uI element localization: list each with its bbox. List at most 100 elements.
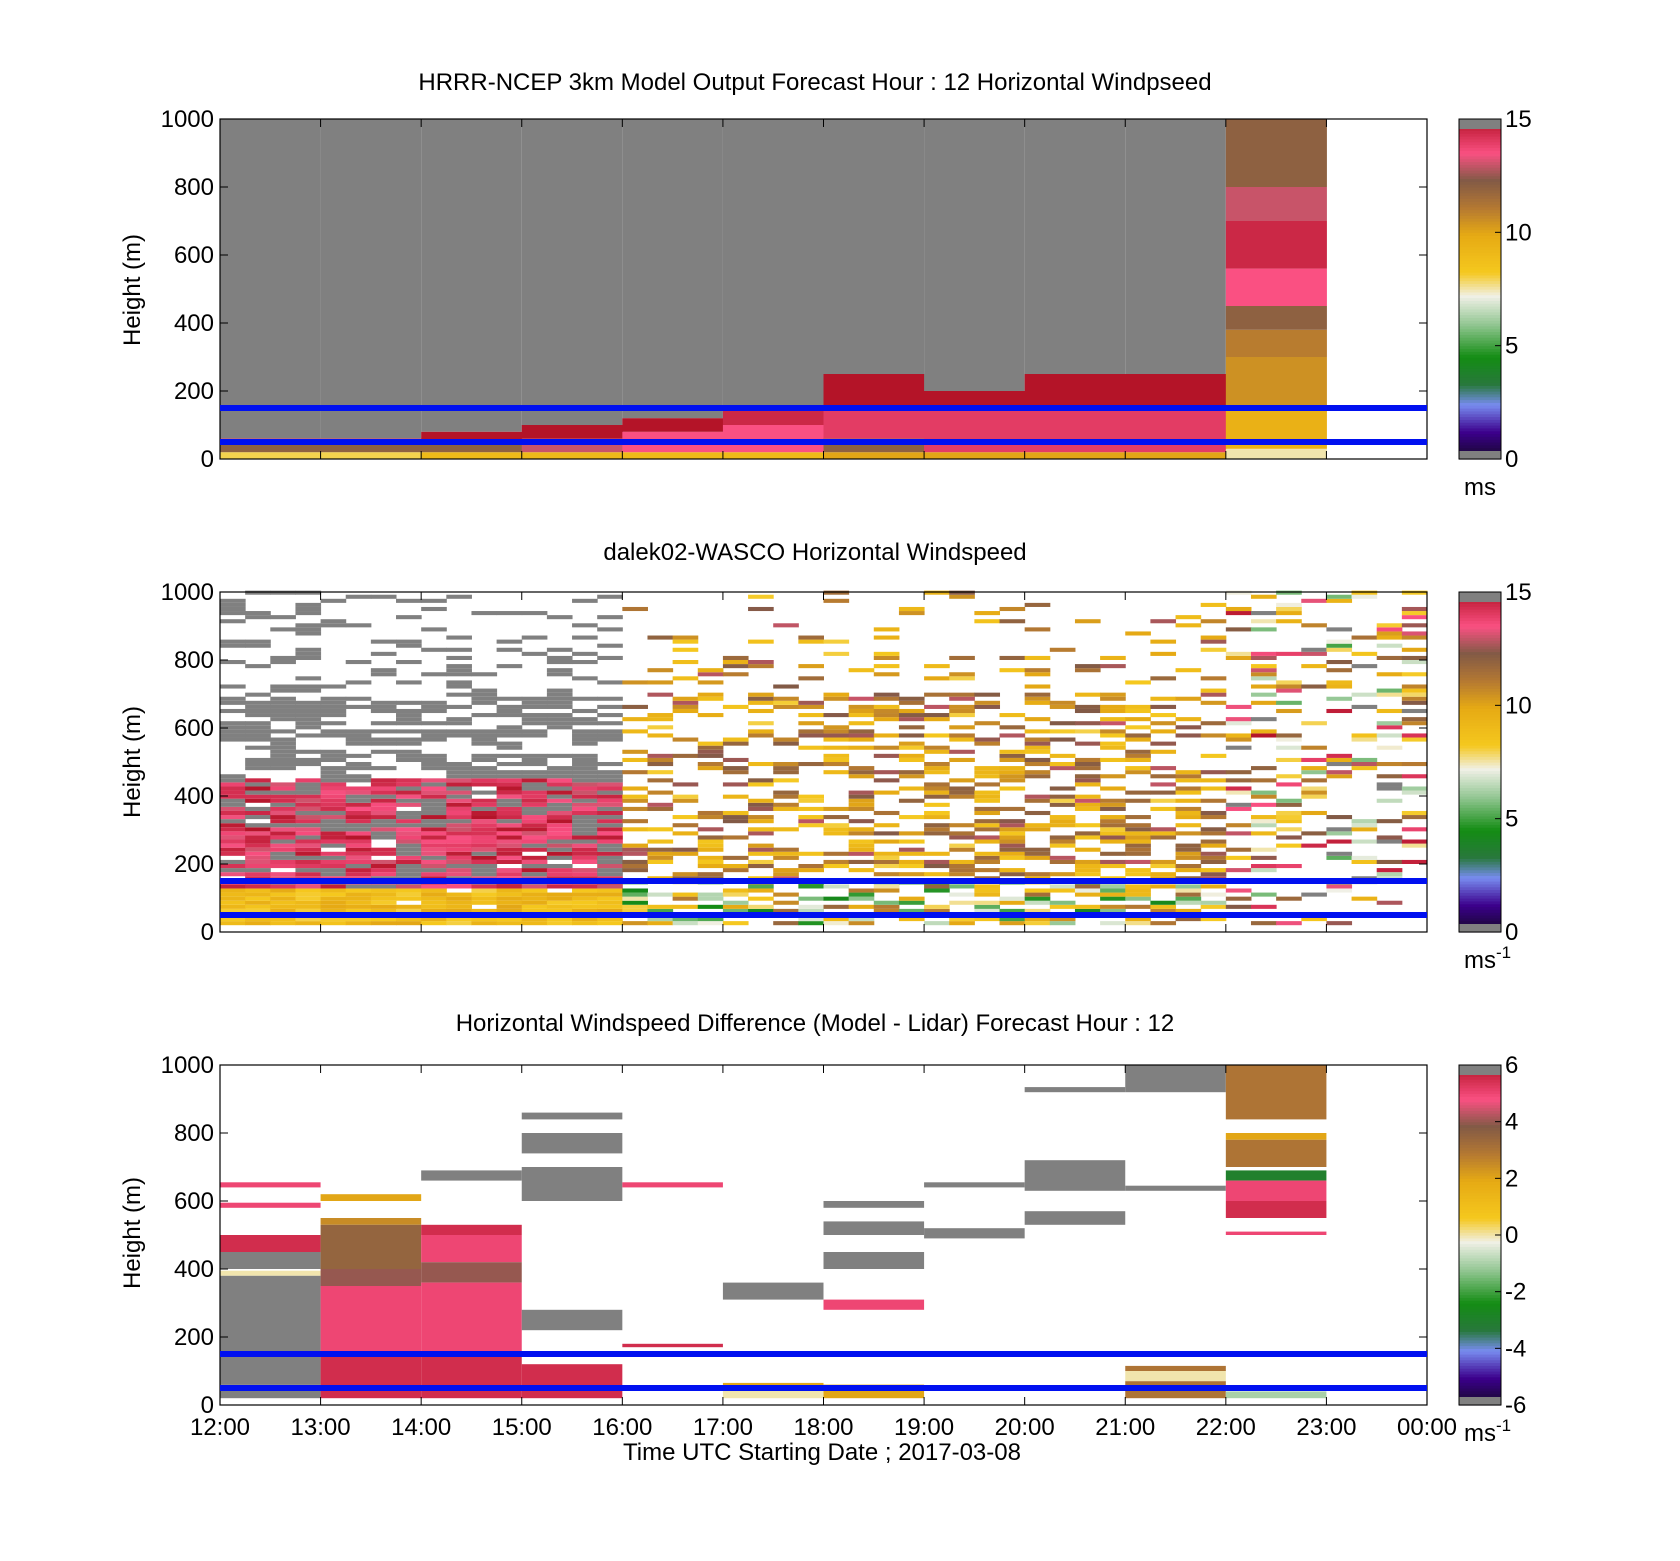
lidar-cell	[471, 819, 498, 824]
lidar-cell	[1049, 798, 1076, 803]
y-tick-label: 400	[174, 310, 214, 337]
lidar-cell	[622, 868, 648, 873]
lidar-cell	[572, 770, 598, 775]
lidar-cell	[546, 782, 573, 787]
lidar-cell	[245, 896, 271, 901]
lidar-cell	[471, 672, 498, 677]
lidar-cell	[471, 611, 498, 616]
lidar-cell	[999, 778, 1026, 783]
lidar-cell	[597, 921, 623, 926]
colorbar-swatch	[1459, 1084, 1501, 1089]
colorbar-swatch	[1459, 764, 1501, 769]
lidar-cell	[370, 700, 397, 705]
lidar-cell	[898, 847, 925, 852]
lidar-cell	[798, 868, 824, 873]
lidar-cell	[773, 623, 799, 628]
colorbar-over	[1459, 592, 1501, 602]
lidar-cell	[924, 692, 950, 697]
lidar-cell	[1074, 847, 1101, 852]
lidar-cell	[924, 831, 950, 836]
lidar-cell	[1326, 774, 1353, 779]
lidar-cell	[1326, 815, 1353, 820]
lidar-cell	[396, 708, 422, 714]
lidar-cell	[798, 704, 824, 709]
colorbar-swatch	[1459, 694, 1501, 698]
lidar-cell	[773, 868, 799, 873]
lidar-cell	[1100, 839, 1126, 844]
lidar-cell	[1351, 590, 1378, 595]
lidar-cell	[873, 839, 900, 844]
lidar-cell	[421, 908, 447, 913]
lidar-cell	[1376, 819, 1403, 824]
lidar-cell	[1401, 790, 1428, 795]
colorbar-swatch	[1459, 835, 1501, 840]
lidar-cell	[748, 798, 774, 803]
lidar-cell	[220, 696, 246, 701]
lidar-cell	[546, 774, 573, 779]
lidar-cell	[1024, 774, 1051, 779]
colorbar-swatch	[1459, 1096, 1501, 1100]
lidar-cell	[220, 802, 246, 807]
lidar-cell	[471, 774, 498, 779]
lidar-cell	[748, 864, 774, 869]
colorbar-tick-label: 0	[1505, 446, 1518, 473]
lidar-cell	[1125, 843, 1151, 848]
lidar-cell	[1200, 733, 1227, 738]
lidar-cell	[1024, 770, 1051, 775]
lidar-cell	[974, 774, 1001, 779]
lidar-cell	[270, 786, 296, 791]
colorbar-tick-label: 5	[1505, 333, 1518, 360]
lidar-cell	[1401, 827, 1428, 832]
lidar-cell	[798, 639, 824, 644]
lidar-cell	[672, 647, 699, 652]
lidar-cell	[823, 921, 850, 926]
lidar-cell	[1024, 684, 1051, 689]
lidar-cell	[873, 745, 900, 750]
lidar-cell	[1401, 615, 1428, 620]
lidar-cell	[370, 794, 397, 799]
lidar-cell	[722, 766, 749, 771]
lidar-cell	[295, 794, 322, 799]
lidar-cell	[898, 757, 925, 762]
colorbar-swatch	[1459, 920, 1501, 925]
lidar-cell	[647, 668, 674, 673]
lidar-cell	[999, 851, 1026, 856]
y-tick-label: 400	[174, 1256, 214, 1283]
lidar-cell	[320, 815, 347, 820]
lidar-cell	[697, 855, 724, 860]
lidar-cell	[572, 798, 598, 803]
lidar-cell	[722, 904, 749, 909]
colorbar-swatch	[1459, 903, 1501, 908]
x-tick-label: 23:00	[1296, 1414, 1356, 1441]
lidar-cell	[270, 741, 296, 746]
lidar-cell	[1326, 660, 1353, 665]
lidar-cell	[823, 696, 850, 701]
lidar-cell	[1301, 810, 1327, 816]
lidar-cell	[949, 713, 975, 718]
lidar-cell	[370, 819, 397, 824]
lidar-cell	[546, 668, 573, 673]
lidar-cell	[1351, 827, 1378, 832]
model-cell	[521, 119, 623, 425]
lidar-cell	[320, 696, 347, 701]
lidar-cell	[1276, 708, 1302, 714]
lidar-cell	[421, 810, 447, 816]
lidar-cell	[1351, 855, 1378, 860]
lidar-cell	[1049, 704, 1076, 709]
lidar-cell	[773, 827, 799, 832]
lidar-cell	[270, 708, 296, 714]
lidar-cell	[1074, 835, 1101, 840]
lidar-cell	[1125, 859, 1151, 864]
lidar-cell	[1225, 790, 1252, 795]
lidar-cell	[220, 611, 246, 616]
model-cell	[220, 442, 322, 453]
colorbar-swatch	[1459, 654, 1501, 658]
lidar-cell	[798, 908, 824, 913]
lidar-cell	[1024, 823, 1051, 828]
lidar-cell	[949, 676, 975, 681]
lidar-cell	[949, 868, 975, 873]
colorbar-swatch	[1459, 713, 1501, 718]
lidar-cell	[1401, 721, 1428, 726]
x-tick-label: 20:00	[995, 1414, 1055, 1441]
